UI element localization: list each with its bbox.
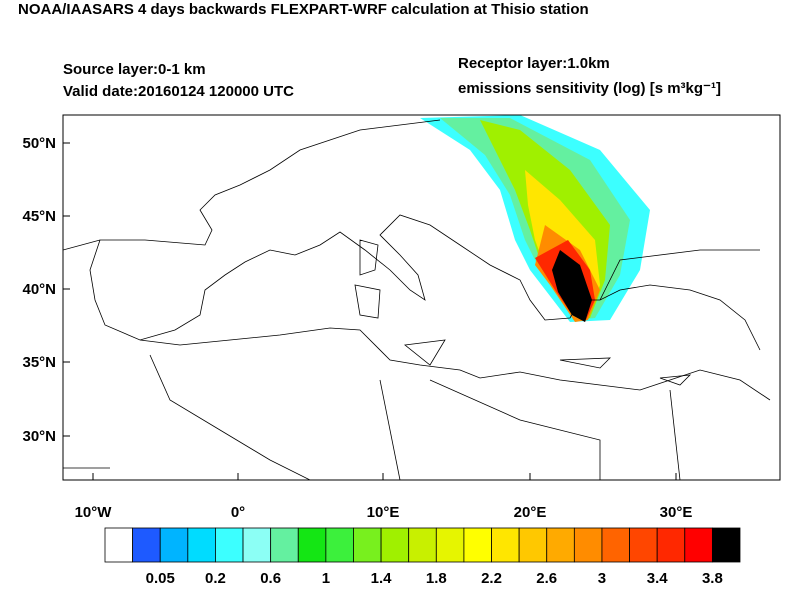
colorbar-swatch xyxy=(601,527,630,563)
colorbar-swatch xyxy=(270,527,299,563)
colorbar-swatch xyxy=(242,527,272,563)
colorbar-swatch xyxy=(380,527,410,563)
receptor-layer: Receptor layer:1.0km xyxy=(458,55,610,72)
colorbar-label: 1.4 xyxy=(371,570,393,585)
lat-label: 50°N xyxy=(22,135,56,152)
colorbar-swatch xyxy=(656,527,686,563)
colorbar-label: 1 xyxy=(322,570,330,585)
colorbar-label: 0.6 xyxy=(260,570,281,585)
colorbar: 0.05 0.2 0.6 1 1.4 1.8 2.2 2.6 3 3.4 3.8 xyxy=(104,527,741,587)
lat-label: 40°N xyxy=(22,281,56,298)
lat-label: 30°N xyxy=(22,428,56,445)
colorbar-swatch xyxy=(297,527,327,563)
colorbar-swatch xyxy=(325,527,354,563)
lon-label: 10°E xyxy=(367,504,400,521)
colorbar-label: 1.8 xyxy=(426,570,447,585)
colorbar-swatch xyxy=(353,527,382,563)
colorbar-label: 3.8 xyxy=(702,570,723,585)
colorbar-swatch xyxy=(159,527,189,563)
colorbar-swatch xyxy=(187,527,216,563)
colorbar-swatch xyxy=(518,527,548,563)
colorbar-swatch xyxy=(629,527,658,563)
colorbar-label: 2.2 xyxy=(481,570,502,585)
colorbar-swatch xyxy=(684,527,713,563)
source-layer: Source layer:0-1 km xyxy=(63,61,206,78)
title: NOAA/IAASARS 4 days backwards FLEXPART-W… xyxy=(18,1,589,18)
lat-label: 35°N xyxy=(22,354,56,371)
colorbar-swatch xyxy=(573,527,603,563)
colorbar-swatch xyxy=(408,527,437,563)
colorbar-swatch xyxy=(546,527,575,563)
lon-label: 10°W xyxy=(75,504,113,521)
lon-label: 20°E xyxy=(514,504,547,521)
border xyxy=(63,249,760,480)
coastline xyxy=(139,327,771,401)
coastline xyxy=(63,119,441,251)
colorbar-swatch xyxy=(435,527,465,563)
lon-label: 0° xyxy=(231,504,245,521)
island xyxy=(354,239,692,386)
valid-date: Valid date:20160124 120000 UTC xyxy=(63,83,294,100)
colorbar-swatch xyxy=(132,527,161,563)
map-frame xyxy=(62,114,781,481)
colorbar-label: 0.2 xyxy=(205,570,226,585)
plume-core xyxy=(552,250,592,322)
colorbar-swatch xyxy=(711,527,741,563)
units: emissions sensitivity (log) [s m³kg⁻¹] xyxy=(458,80,721,97)
lat-label: 45°N xyxy=(22,208,56,225)
colorbar-label: 3 xyxy=(598,570,606,585)
colorbar-label: 0.05 xyxy=(146,570,175,585)
colorbar-swatch xyxy=(215,527,244,563)
colorbar-swatch xyxy=(491,527,520,563)
colorbar-label: 3.4 xyxy=(647,570,669,585)
colorbar-label: 2.6 xyxy=(536,570,557,585)
map-axes: 50°N 45°N 40°N 35°N 30°N 10°W 0° 10°E 20°E 30°E xyxy=(22,135,692,521)
colorbar-swatch xyxy=(463,527,492,563)
lon-label: 30°E xyxy=(660,504,693,521)
map xyxy=(62,114,781,481)
colorbar-swatch xyxy=(104,527,134,563)
